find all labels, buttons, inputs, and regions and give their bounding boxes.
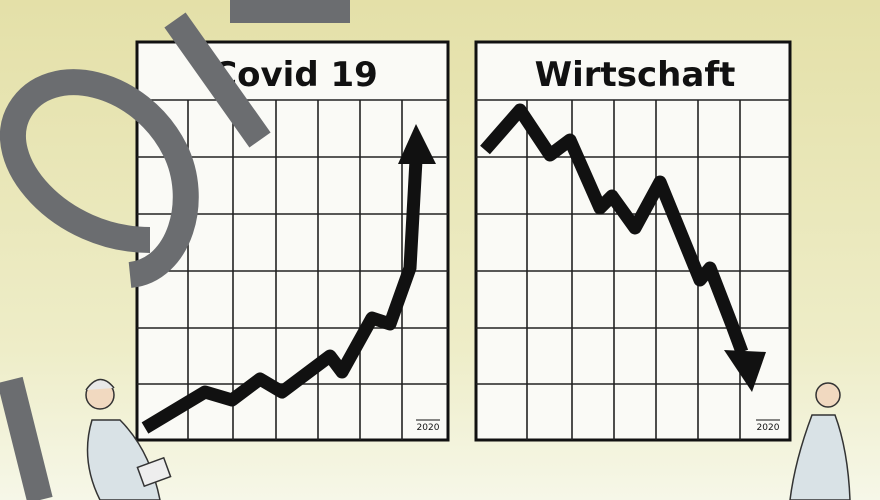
- panel-covid: Covid 19 2020: [135, 40, 450, 442]
- panel-frame: [474, 40, 792, 442]
- watermark: [0, 0, 350, 500]
- trend-arrow: [141, 159, 423, 434]
- panel-economy: Wirtschaft 2020: [474, 40, 792, 442]
- trend-arrow: [480, 103, 749, 355]
- figure-left: [85, 378, 172, 500]
- figure-right: [789, 382, 851, 500]
- panel-year: 2020: [757, 423, 780, 433]
- panel-title: Wirtschaft: [535, 55, 736, 95]
- arrow-head: [724, 350, 766, 392]
- panel-title: Covid 19: [212, 55, 378, 95]
- arrow-head: [398, 124, 436, 164]
- panel-year: 2020: [417, 423, 440, 433]
